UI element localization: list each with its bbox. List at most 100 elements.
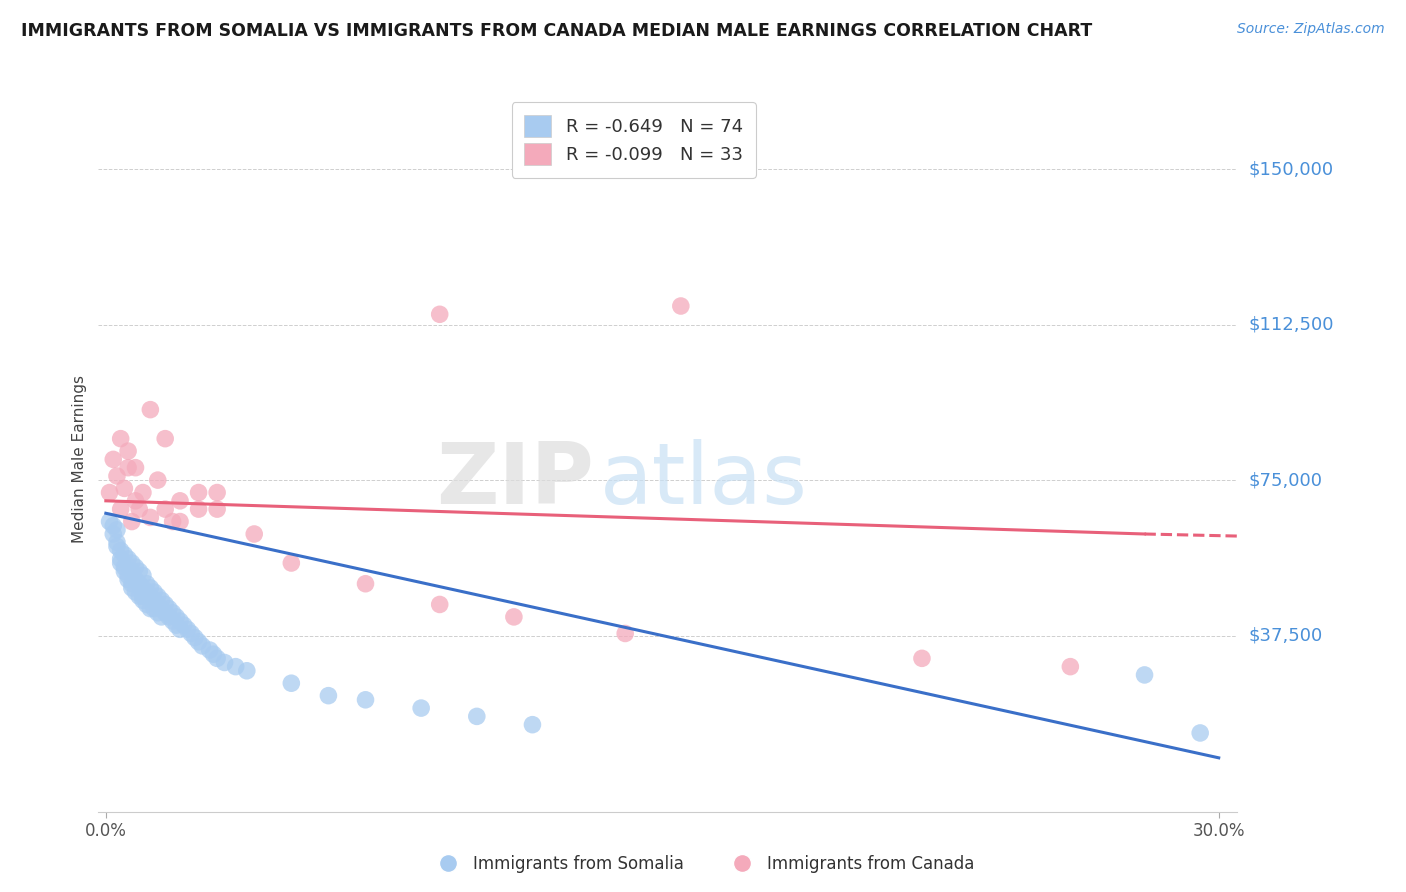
Point [465,709,488,723]
Point [112,548,135,562]
Point [354,693,377,707]
Point [103,527,125,541]
Point [135,576,157,591]
Point [184,631,207,645]
Point [1133,668,1156,682]
Point [1189,726,1212,740]
Point [429,307,451,321]
Point [143,593,166,607]
Point [128,589,150,603]
Point [117,568,139,582]
Point [1059,659,1081,673]
Point [121,515,143,529]
Text: $75,000: $75,000 [1249,471,1323,489]
Point [135,585,157,599]
Point [110,556,132,570]
Point [139,601,162,615]
Point [117,444,139,458]
Point [169,614,191,628]
Point [150,610,173,624]
Text: $37,500: $37,500 [1249,626,1323,645]
Point [205,502,228,516]
Point [522,717,544,731]
Point [503,610,526,624]
Legend: Immigrants from Somalia, Immigrants from Canada: Immigrants from Somalia, Immigrants from… [425,848,981,880]
Point [112,560,135,574]
Point [180,626,202,640]
Point [143,585,166,599]
Point [124,560,146,574]
Text: Source: ZipAtlas.com: Source: ZipAtlas.com [1237,22,1385,37]
Text: ZIP: ZIP [436,439,593,522]
Point [165,610,187,624]
Point [153,432,176,446]
Point [124,585,146,599]
Point [911,651,934,665]
Point [132,589,155,603]
Text: $150,000: $150,000 [1249,161,1333,178]
Point [135,598,157,612]
Point [124,493,146,508]
Point [187,502,209,516]
Point [98,515,121,529]
Point [105,535,128,549]
Point [146,606,169,620]
Point [117,552,139,566]
Point [614,626,637,640]
Point [205,485,228,500]
Y-axis label: Median Male Earnings: Median Male Earnings [72,376,87,543]
Point [124,460,146,475]
Point [117,573,139,587]
Point [280,676,302,690]
Point [205,651,228,665]
Point [429,598,451,612]
Point [139,402,162,417]
Point [103,452,125,467]
Point [146,589,169,603]
Point [146,598,169,612]
Point [132,593,155,607]
Point [124,573,146,587]
Point [143,601,166,615]
Point [150,601,173,615]
Point [110,432,132,446]
Point [162,515,184,529]
Point [214,656,236,670]
Point [103,518,125,533]
Point [139,510,162,524]
Point [162,614,184,628]
Point [139,589,162,603]
Point [128,576,150,591]
Point [669,299,692,313]
Point [112,564,135,578]
Point [411,701,433,715]
Point [173,618,195,632]
Point [110,552,132,566]
Point [153,598,176,612]
Point [225,659,247,673]
Point [105,469,128,483]
Point [105,523,128,537]
Point [132,581,155,595]
Point [121,556,143,570]
Point [121,564,143,578]
Point [187,485,209,500]
Point [157,601,180,615]
Point [187,634,209,648]
Text: IMMIGRANTS FROM SOMALIA VS IMMIGRANTS FROM CANADA MEDIAN MALE EARNINGS CORRELATI: IMMIGRANTS FROM SOMALIA VS IMMIGRANTS FR… [21,22,1092,40]
Point [110,543,132,558]
Point [165,618,187,632]
Point [121,581,143,595]
Point [202,647,225,661]
Point [128,502,150,516]
Point [354,576,377,591]
Point [132,568,155,582]
Point [98,485,121,500]
Point [243,527,266,541]
Point [176,623,198,637]
Point [162,606,184,620]
Point [121,576,143,591]
Point [157,610,180,624]
Point [112,482,135,496]
Point [128,564,150,578]
